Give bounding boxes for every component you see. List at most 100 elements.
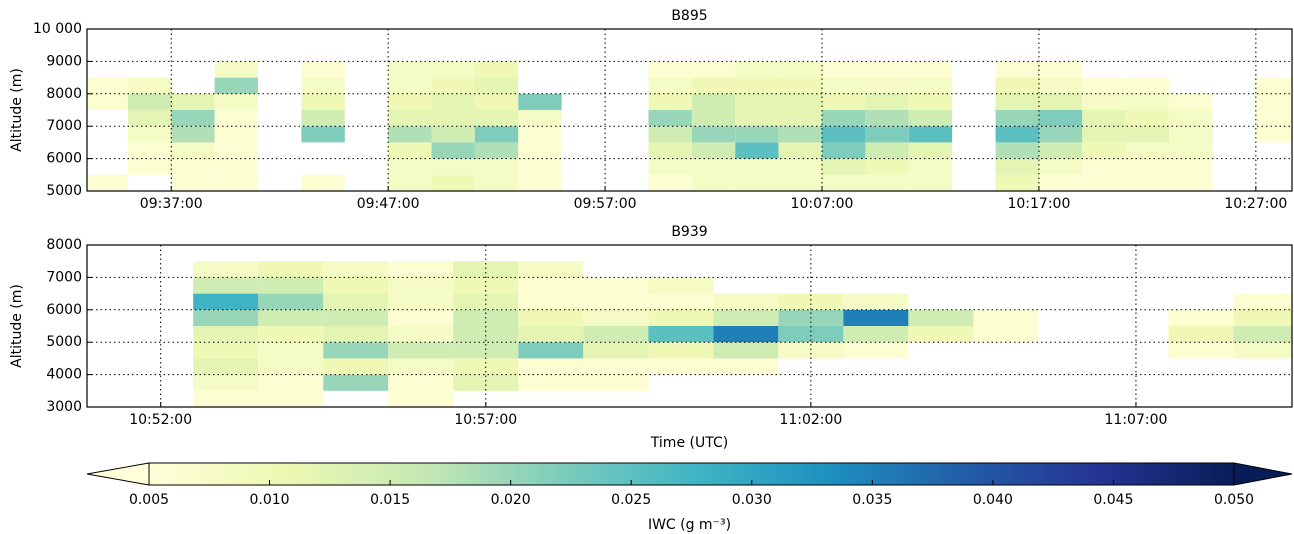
cell [193,261,259,278]
x-tick-label: 11:02:00 [779,412,842,428]
cell [1082,126,1126,143]
cell [865,142,909,159]
cell [778,293,844,310]
cell [713,358,779,375]
cell [518,293,584,310]
cell [258,358,324,375]
cell [127,77,172,94]
cell [995,174,1039,191]
cell [735,158,779,175]
cell [822,61,866,78]
cell [193,390,259,407]
cell [388,93,432,110]
cell [258,342,324,359]
cell [973,309,1039,326]
cell [518,277,584,294]
cell [583,358,649,375]
colorbar-tick-label: 0.045 [1093,492,1133,508]
cell [258,309,324,326]
colorbar [148,462,1235,486]
cell [453,374,519,391]
cell [453,261,519,278]
x-tick-label: 10:17:00 [1007,196,1070,212]
cell [995,61,1039,78]
heatmap [193,261,1292,407]
cell [1125,110,1170,127]
cell [865,126,909,143]
cell [431,126,475,143]
cell [301,93,345,110]
cell [778,110,823,127]
cell [388,77,432,94]
cell [691,126,736,143]
cell [1038,174,1083,191]
cell [583,374,649,391]
cell [214,93,259,110]
cell [518,261,584,278]
cell [258,326,324,343]
cell [1082,110,1126,127]
cell [388,326,454,343]
cell [735,142,779,159]
cell [87,174,128,191]
cell [127,93,172,110]
x-tick-label: 10:07:00 [791,196,854,212]
cell [388,374,454,391]
cell [474,77,519,94]
y-tick-label: 10 000 [33,21,82,37]
cell [474,61,519,78]
cell [323,374,389,391]
cell [258,374,324,391]
plot-frame [86,28,1293,192]
cell [388,309,454,326]
y-tick-label: 7000 [46,269,82,285]
plot-frame [86,244,1293,408]
cell [171,126,215,143]
cell [713,326,779,343]
cell [1038,126,1083,143]
cell [1169,126,1213,143]
cell [171,142,215,159]
cell [778,158,823,175]
colorbar-label: IWC (g m⁻³) [648,517,731,533]
cell [214,110,259,127]
cell [431,77,475,94]
cell [431,158,475,175]
cell [301,110,345,127]
cell [648,326,714,343]
cell [214,61,259,78]
cell [431,61,475,78]
cell [778,61,823,78]
cell [518,309,584,326]
cell [518,158,562,175]
cell [323,358,389,375]
cell [1168,309,1234,326]
cell [778,326,844,343]
colorbar-extend-min [86,462,150,486]
cell [323,326,389,343]
y-tick-label: 8000 [46,237,82,253]
cell [995,93,1039,110]
cell [822,110,866,127]
cell [908,158,953,175]
cell [474,110,519,127]
cell [648,110,692,127]
cell [518,174,562,191]
cell [843,309,909,326]
cell [518,374,584,391]
y-tick-label: 5000 [46,183,82,199]
cell [865,77,909,94]
y-tick-label: 9000 [46,53,82,69]
y-axis-label: Altitude (m) [9,284,25,368]
cell [995,158,1039,175]
cell [691,61,736,78]
colorbar-tick-label: 0.025 [611,492,651,508]
cell [87,77,128,94]
cell [1169,142,1213,159]
cell [1233,309,1292,326]
cell [258,390,324,407]
cell [865,110,909,127]
cell [713,293,779,310]
cell [735,61,779,78]
cell [388,126,432,143]
